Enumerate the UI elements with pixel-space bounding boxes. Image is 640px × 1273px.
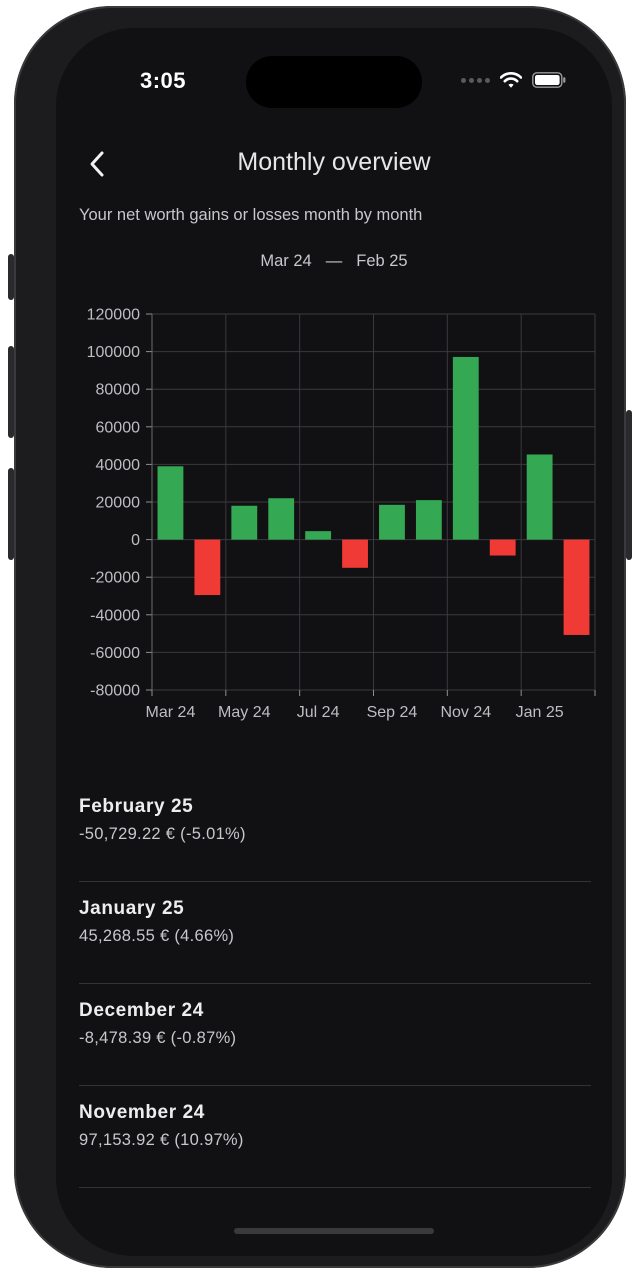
home-indicator bbox=[234, 1228, 434, 1234]
month-value: 45,268.55 € (4.66%) bbox=[79, 927, 235, 945]
bar-jul-24[interactable] bbox=[305, 531, 332, 540]
month-title: January 25 bbox=[79, 898, 185, 919]
y-tick-label: 100000 bbox=[87, 344, 140, 361]
bar-sep-24[interactable] bbox=[379, 504, 405, 540]
month-list-item[interactable]: November 24 97,153.92 € (10.97%) bbox=[79, 1086, 591, 1188]
y-tick-label: 120000 bbox=[87, 307, 140, 324]
battery-icon bbox=[532, 72, 566, 88]
bar-apr-24[interactable] bbox=[194, 539, 221, 596]
bar-feb-25[interactable] bbox=[563, 539, 590, 635]
range-start: Mar 24 bbox=[260, 252, 312, 270]
phone-side-button bbox=[8, 468, 14, 560]
bar-jun-24[interactable] bbox=[268, 498, 295, 540]
y-tick-label: -20000 bbox=[90, 570, 140, 587]
y-tick-label: 20000 bbox=[96, 495, 141, 512]
chevron-left-icon bbox=[90, 151, 104, 177]
cellular-signal-icon bbox=[461, 77, 490, 83]
month-value: 97,153.92 € (10.97%) bbox=[79, 1131, 244, 1149]
bar-nov-24[interactable] bbox=[452, 356, 479, 540]
range-end: Feb 25 bbox=[356, 252, 408, 270]
x-tick-label: Mar 24 bbox=[146, 704, 196, 721]
phone-frame: 3:05 Monthly overview Your net worth gai… bbox=[8, 6, 632, 1268]
y-tick-label: 40000 bbox=[96, 457, 141, 474]
x-tick-label: Jan 25 bbox=[516, 704, 564, 721]
monthly-list: February 25 -50,729.22 € (-5.01%) January … bbox=[79, 780, 591, 1188]
y-tick-label: -80000 bbox=[90, 683, 140, 700]
month-list-item[interactable]: February 25 -50,729.22 € (-5.01%) bbox=[79, 780, 591, 882]
x-tick-label: Jul 24 bbox=[297, 704, 340, 721]
phone-side-button bbox=[8, 346, 14, 438]
x-tick-label: Nov 24 bbox=[440, 704, 491, 721]
y-tick-label: 60000 bbox=[96, 419, 141, 436]
date-range: Mar 24 — Feb 25 bbox=[56, 252, 612, 271]
bar-may-24[interactable] bbox=[231, 505, 258, 540]
monthly-bar-chart: 120000 100000 80000 60000 40000 20000 0 -20000 -… bbox=[87, 307, 596, 721]
month-list-item[interactable]: December 24 -8,478.39 € (-0.87%) bbox=[79, 984, 591, 1086]
status-time: 3:05 bbox=[139, 68, 187, 93]
y-tick-label: -40000 bbox=[90, 607, 140, 624]
month-title: December 24 bbox=[79, 1000, 204, 1021]
month-value: -8,478.39 € (-0.87%) bbox=[79, 1029, 237, 1047]
month-value: -50,729.22 € (-5.01%) bbox=[79, 825, 246, 843]
back-button[interactable] bbox=[80, 144, 114, 184]
y-tick-label: 80000 bbox=[96, 382, 141, 399]
month-list-item[interactable]: January 25 45,268.55 € (4.66%) bbox=[79, 882, 591, 984]
bar-aug-24[interactable] bbox=[342, 539, 368, 568]
y-tick-label: -60000 bbox=[90, 645, 140, 662]
bar-jan-25[interactable] bbox=[526, 454, 553, 540]
bar-mar-24[interactable] bbox=[157, 466, 184, 540]
dynamic-island bbox=[246, 56, 422, 108]
y-tick-label: 0 bbox=[131, 532, 140, 549]
page-subtitle: Your net worth gains or losses month by … bbox=[79, 206, 423, 224]
phone-side-button bbox=[626, 410, 632, 560]
month-title: February 25 bbox=[79, 796, 194, 817]
status-icons bbox=[461, 70, 566, 90]
range-separator: — bbox=[325, 252, 343, 270]
bar-oct-24[interactable] bbox=[415, 500, 442, 540]
x-tick-label: May 24 bbox=[218, 704, 271, 721]
phone-side-button bbox=[8, 254, 14, 300]
screen: 3:05 Monthly overview Your net worth gai… bbox=[56, 28, 612, 1256]
x-tick-label: Sep 24 bbox=[367, 704, 418, 721]
bar-dec-24[interactable] bbox=[489, 539, 516, 556]
page-title: Monthly overview bbox=[237, 148, 431, 176]
month-title: November 24 bbox=[79, 1102, 205, 1123]
wifi-icon bbox=[500, 72, 522, 88]
